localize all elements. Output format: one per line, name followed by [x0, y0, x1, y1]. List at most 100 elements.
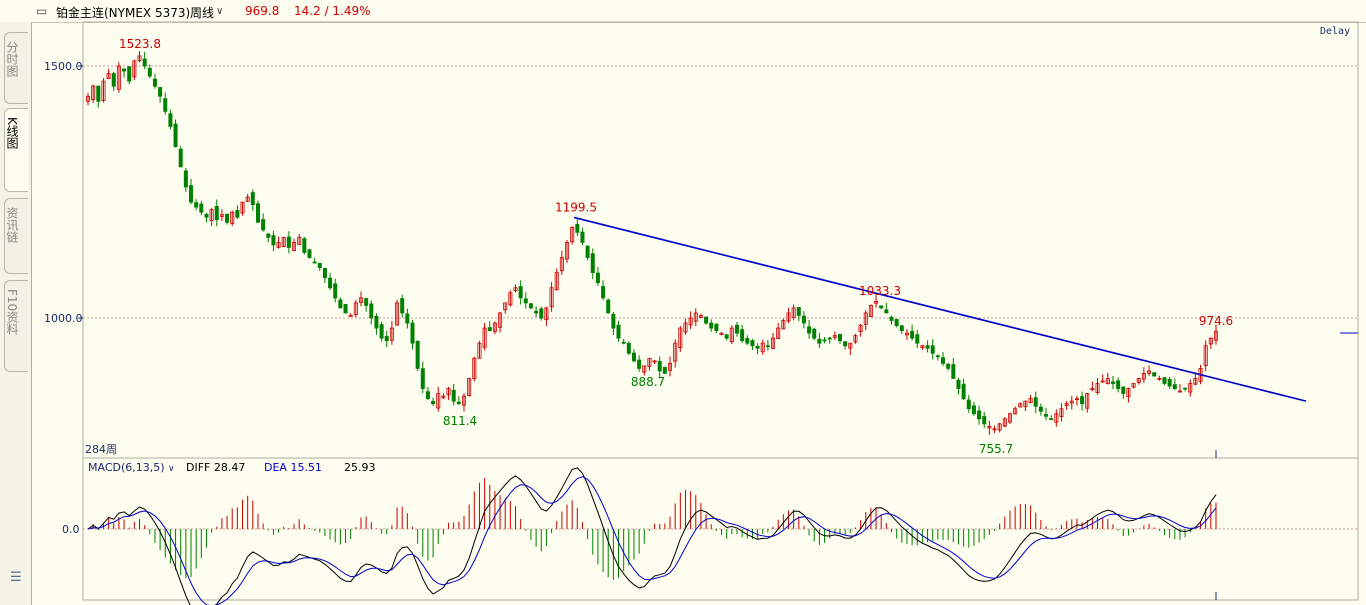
candle-body — [1054, 413, 1059, 423]
candle-body — [724, 334, 729, 339]
candle-body — [245, 196, 250, 202]
candle-body — [822, 339, 827, 342]
candle-body — [678, 327, 683, 348]
price-annotation: 811.4 — [443, 414, 477, 428]
tab-news[interactable]: 资讯链 — [4, 198, 28, 274]
candle-body — [838, 334, 843, 342]
candle-body — [601, 286, 606, 299]
candle-body — [843, 341, 848, 347]
macd-diff-line — [87, 467, 1217, 605]
candle-body — [1172, 384, 1177, 389]
candle-body — [374, 315, 379, 329]
candle-body — [1033, 397, 1038, 407]
candle-body — [704, 316, 709, 324]
candle-body — [163, 98, 168, 112]
candle-body — [158, 87, 163, 97]
tab-f10[interactable]: F10资料 — [4, 280, 28, 372]
candle-body — [693, 312, 698, 322]
candle-body — [801, 315, 806, 324]
candle-body — [240, 201, 245, 214]
candle-body — [1183, 387, 1188, 390]
candle-body — [255, 203, 260, 223]
candle-body — [868, 304, 873, 318]
candle-body — [1038, 406, 1043, 412]
link-icon[interactable]: ▭ — [36, 4, 48, 18]
candle-body — [1059, 408, 1064, 417]
candle-body — [920, 345, 925, 349]
list-icon[interactable]: ☰ — [10, 570, 22, 585]
chevron-down-icon[interactable]: ∨ — [168, 464, 175, 474]
candle-body — [559, 257, 564, 272]
candle-body — [853, 335, 858, 343]
y-tick-label: 1500.0 — [44, 60, 83, 73]
tab-label: 分时图 — [5, 41, 19, 77]
candle-body — [302, 238, 307, 253]
candle-body — [353, 302, 358, 315]
candle-body — [637, 359, 642, 369]
candle-body — [565, 241, 570, 260]
candle-body — [333, 283, 338, 299]
candle-body — [328, 277, 333, 289]
candle-body — [683, 322, 688, 333]
candle-body — [276, 241, 281, 248]
price-annotation: 1033.3 — [859, 284, 901, 298]
candle-body — [1049, 418, 1054, 420]
candle-body — [776, 327, 781, 339]
candle-body — [925, 345, 930, 349]
candle-body — [503, 302, 508, 311]
candle-body — [286, 236, 291, 248]
symbol-name[interactable]: 铂金主连(NYMEX 5373) — [56, 6, 191, 20]
candle-body — [173, 123, 178, 148]
candle-body — [616, 324, 621, 339]
candle-body — [1136, 378, 1141, 383]
candle-body — [941, 357, 946, 364]
candle-body — [297, 236, 302, 245]
candle-body — [740, 329, 745, 342]
price-annotation: 1523.8 — [119, 37, 161, 51]
candle-body — [796, 307, 801, 316]
candle-body — [1090, 388, 1095, 390]
macd-title[interactable]: MACD(6,13,5) — [88, 461, 165, 474]
chevron-down-icon[interactable]: ∨ — [216, 6, 224, 17]
candle-body — [431, 400, 436, 405]
candle-body — [966, 399, 971, 410]
candle-body — [1044, 414, 1049, 417]
trendline[interactable] — [573, 216, 1307, 402]
candle-body — [642, 365, 647, 373]
tab-label: F10资料 — [5, 289, 19, 336]
candle-body — [415, 340, 420, 369]
price-change: 14.2 / 1.49% — [294, 4, 371, 18]
candle-body — [389, 327, 394, 341]
candle-body — [477, 342, 482, 359]
candle-body — [1028, 398, 1033, 404]
candle-body — [101, 80, 106, 101]
y-tick-label: 1000.0 — [44, 312, 83, 325]
candle-body — [451, 389, 456, 402]
candle-body — [657, 361, 662, 372]
candle-body — [626, 342, 631, 354]
candle-body — [364, 298, 369, 306]
candle-body — [709, 322, 714, 329]
candle-body — [91, 85, 96, 101]
candle-body — [956, 379, 961, 389]
candle-body — [456, 401, 461, 405]
tab-kline[interactable]: K线图 — [4, 108, 28, 192]
candle-body — [1177, 390, 1182, 393]
candle-body — [1095, 383, 1100, 393]
candle-body — [147, 68, 152, 77]
candle-body — [910, 330, 915, 339]
candle-body — [1105, 378, 1110, 385]
candle-body — [358, 297, 363, 303]
period-selector[interactable]: 周线 — [190, 6, 215, 20]
candle-body — [673, 342, 678, 362]
candle-body — [523, 298, 528, 304]
candle-body — [714, 323, 719, 331]
candle-body — [879, 305, 884, 309]
candle-body — [395, 302, 400, 326]
candle-body — [585, 245, 590, 258]
candle-body — [86, 95, 91, 102]
candle-body — [899, 325, 904, 332]
candle-body — [1116, 380, 1121, 389]
tab-intraday[interactable]: 分时图 — [4, 32, 28, 104]
